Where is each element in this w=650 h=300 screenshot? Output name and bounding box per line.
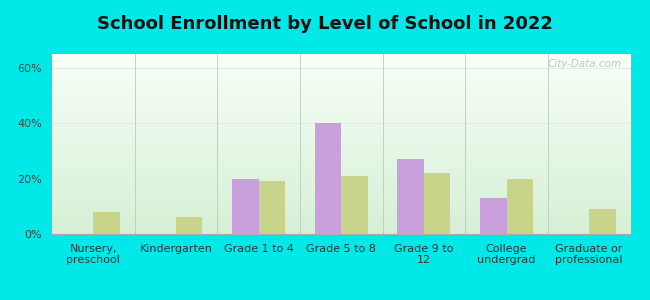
Bar	[506, 178, 533, 234]
Bar	[259, 182, 285, 234]
Bar	[480, 198, 506, 234]
Bar	[397, 159, 424, 234]
Bar	[176, 218, 202, 234]
Text: City-Data.com: City-Data.com	[548, 59, 622, 69]
Bar	[589, 209, 616, 234]
Bar	[94, 212, 120, 234]
Text: School Enrollment by Level of School in 2022: School Enrollment by Level of School in …	[97, 15, 553, 33]
Bar	[424, 173, 450, 234]
Bar	[341, 176, 368, 234]
Bar	[315, 123, 341, 234]
Bar	[232, 178, 259, 234]
